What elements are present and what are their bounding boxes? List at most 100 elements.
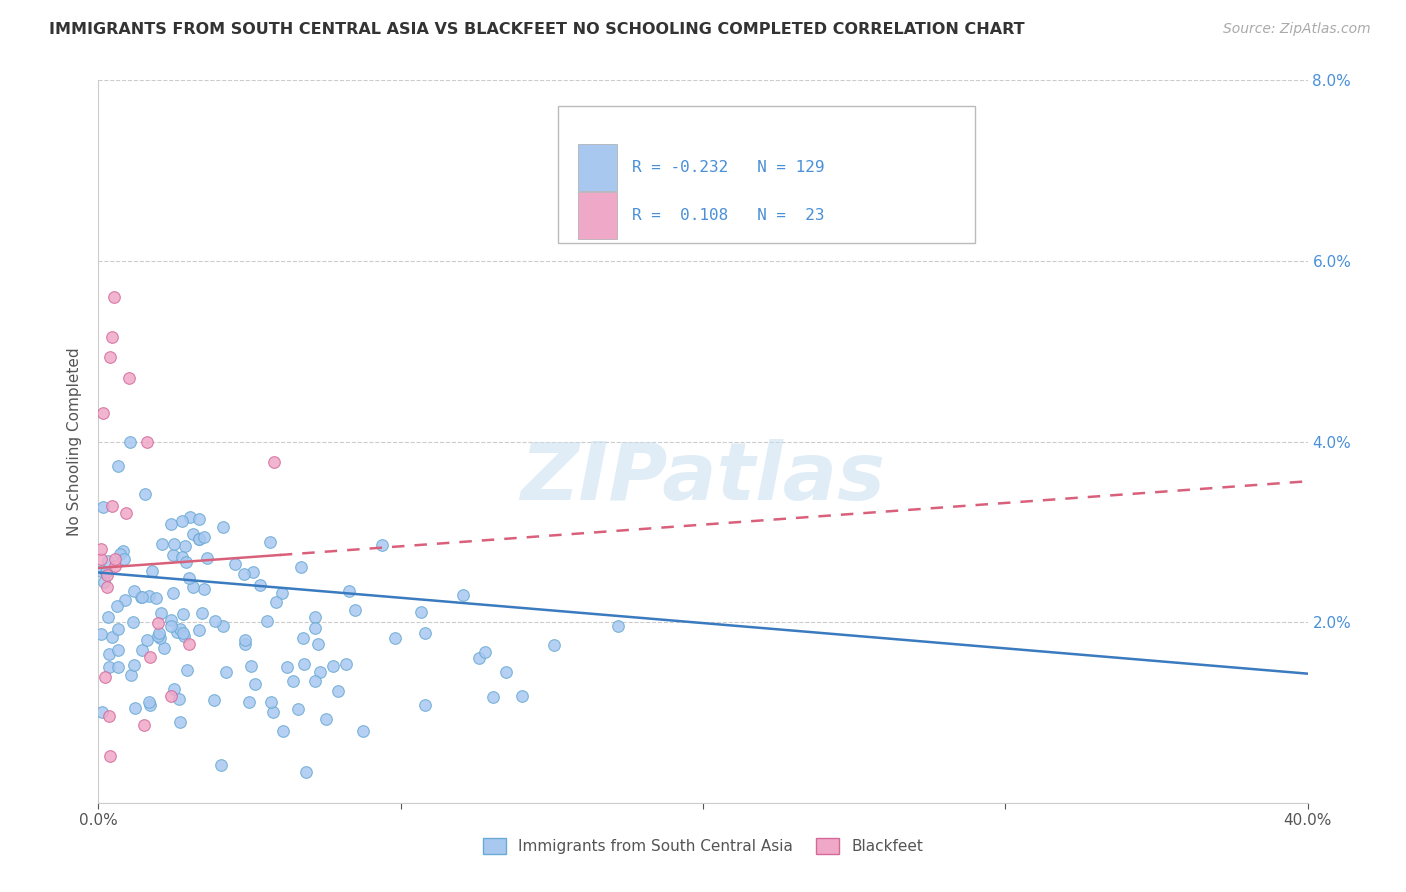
- Bar: [578, 193, 617, 239]
- Point: [134, 718, 156, 732]
- Point: [188, 532, 211, 546]
- Point: [322, 658, 344, 673]
- Point: [174, 555, 197, 569]
- Point: [188, 532, 211, 546]
- Point: [174, 539, 197, 553]
- Point: [384, 631, 406, 645]
- Point: [177, 571, 200, 585]
- Point: [256, 614, 278, 628]
- Point: [304, 621, 326, 635]
- Point: [91, 406, 114, 420]
- Text: IMMIGRANTS FROM SOUTH CENTRAL ASIA VS BLACKFEET NO SCHOOLING COMPLETED CORRELATI: IMMIGRANTS FROM SOUTH CENTRAL ASIA VS BL…: [49, 22, 1025, 37]
- Point: [90, 564, 112, 578]
- Point: [169, 692, 191, 706]
- Point: [309, 665, 332, 679]
- Point: [495, 665, 517, 680]
- Point: [233, 566, 256, 581]
- Point: [409, 606, 432, 620]
- Point: [304, 609, 326, 624]
- Point: [135, 434, 157, 449]
- Point: [97, 610, 120, 624]
- Point: [188, 624, 211, 638]
- Point: [97, 709, 120, 723]
- Point: [233, 633, 256, 648]
- Point: [304, 673, 326, 688]
- Point: [233, 637, 256, 651]
- Point: [100, 330, 122, 344]
- Point: [129, 590, 152, 604]
- Point: [160, 619, 183, 633]
- Point: [238, 695, 260, 709]
- Point: [468, 651, 491, 665]
- Point: [292, 631, 315, 645]
- Point: [482, 690, 505, 705]
- Point: [94, 670, 117, 684]
- Point: [138, 589, 160, 603]
- Point: [100, 630, 122, 644]
- Point: [107, 458, 129, 473]
- Legend: Immigrants from South Central Asia, Blackfeet: Immigrants from South Central Asia, Blac…: [477, 832, 929, 860]
- Point: [131, 642, 153, 657]
- Point: [90, 542, 112, 557]
- Point: [112, 552, 135, 566]
- Point: [136, 633, 159, 648]
- Point: [271, 586, 294, 600]
- Point: [187, 512, 209, 526]
- Point: [108, 547, 131, 561]
- Point: [276, 660, 298, 674]
- Point: [193, 582, 215, 597]
- Point: [107, 659, 129, 673]
- Point: [195, 551, 218, 566]
- Text: R = -0.232   N = 129: R = -0.232 N = 129: [631, 161, 824, 175]
- Point: [149, 631, 172, 645]
- Point: [131, 591, 153, 605]
- Point: [145, 591, 167, 605]
- Point: [91, 500, 114, 514]
- Point: [122, 584, 145, 599]
- Point: [415, 625, 437, 640]
- Point: [107, 623, 129, 637]
- Point: [172, 607, 194, 621]
- Point: [224, 558, 246, 572]
- Point: [97, 554, 120, 568]
- Point: [107, 643, 129, 657]
- Point: [122, 615, 145, 629]
- Point: [352, 724, 374, 739]
- Bar: [578, 145, 617, 191]
- Point: [262, 705, 284, 719]
- Point: [181, 580, 204, 594]
- Point: [510, 689, 533, 703]
- Point: [114, 593, 136, 607]
- Point: [96, 580, 118, 594]
- Point: [240, 659, 263, 673]
- Point: [212, 619, 235, 633]
- Point: [215, 665, 238, 679]
- Point: [114, 506, 136, 520]
- Point: [172, 550, 194, 565]
- Point: [315, 712, 337, 726]
- Point: [162, 548, 184, 562]
- Point: [328, 684, 350, 698]
- Point: [173, 629, 195, 643]
- Point: [93, 575, 115, 590]
- Point: [413, 698, 436, 712]
- Point: [100, 499, 122, 513]
- Point: [271, 724, 294, 739]
- Point: [606, 618, 628, 632]
- Point: [292, 657, 315, 672]
- Point: [118, 435, 141, 450]
- Point: [148, 626, 170, 640]
- Point: [264, 595, 287, 609]
- Point: [212, 520, 235, 534]
- Point: [242, 565, 264, 579]
- Y-axis label: No Schooling Completed: No Schooling Completed: [67, 347, 83, 536]
- Point: [138, 698, 160, 712]
- Point: [146, 629, 169, 643]
- Point: [98, 648, 121, 662]
- Point: [96, 567, 118, 582]
- Point: [249, 577, 271, 591]
- Point: [90, 705, 112, 719]
- Point: [209, 758, 232, 772]
- Point: [259, 535, 281, 549]
- Point: [104, 552, 127, 566]
